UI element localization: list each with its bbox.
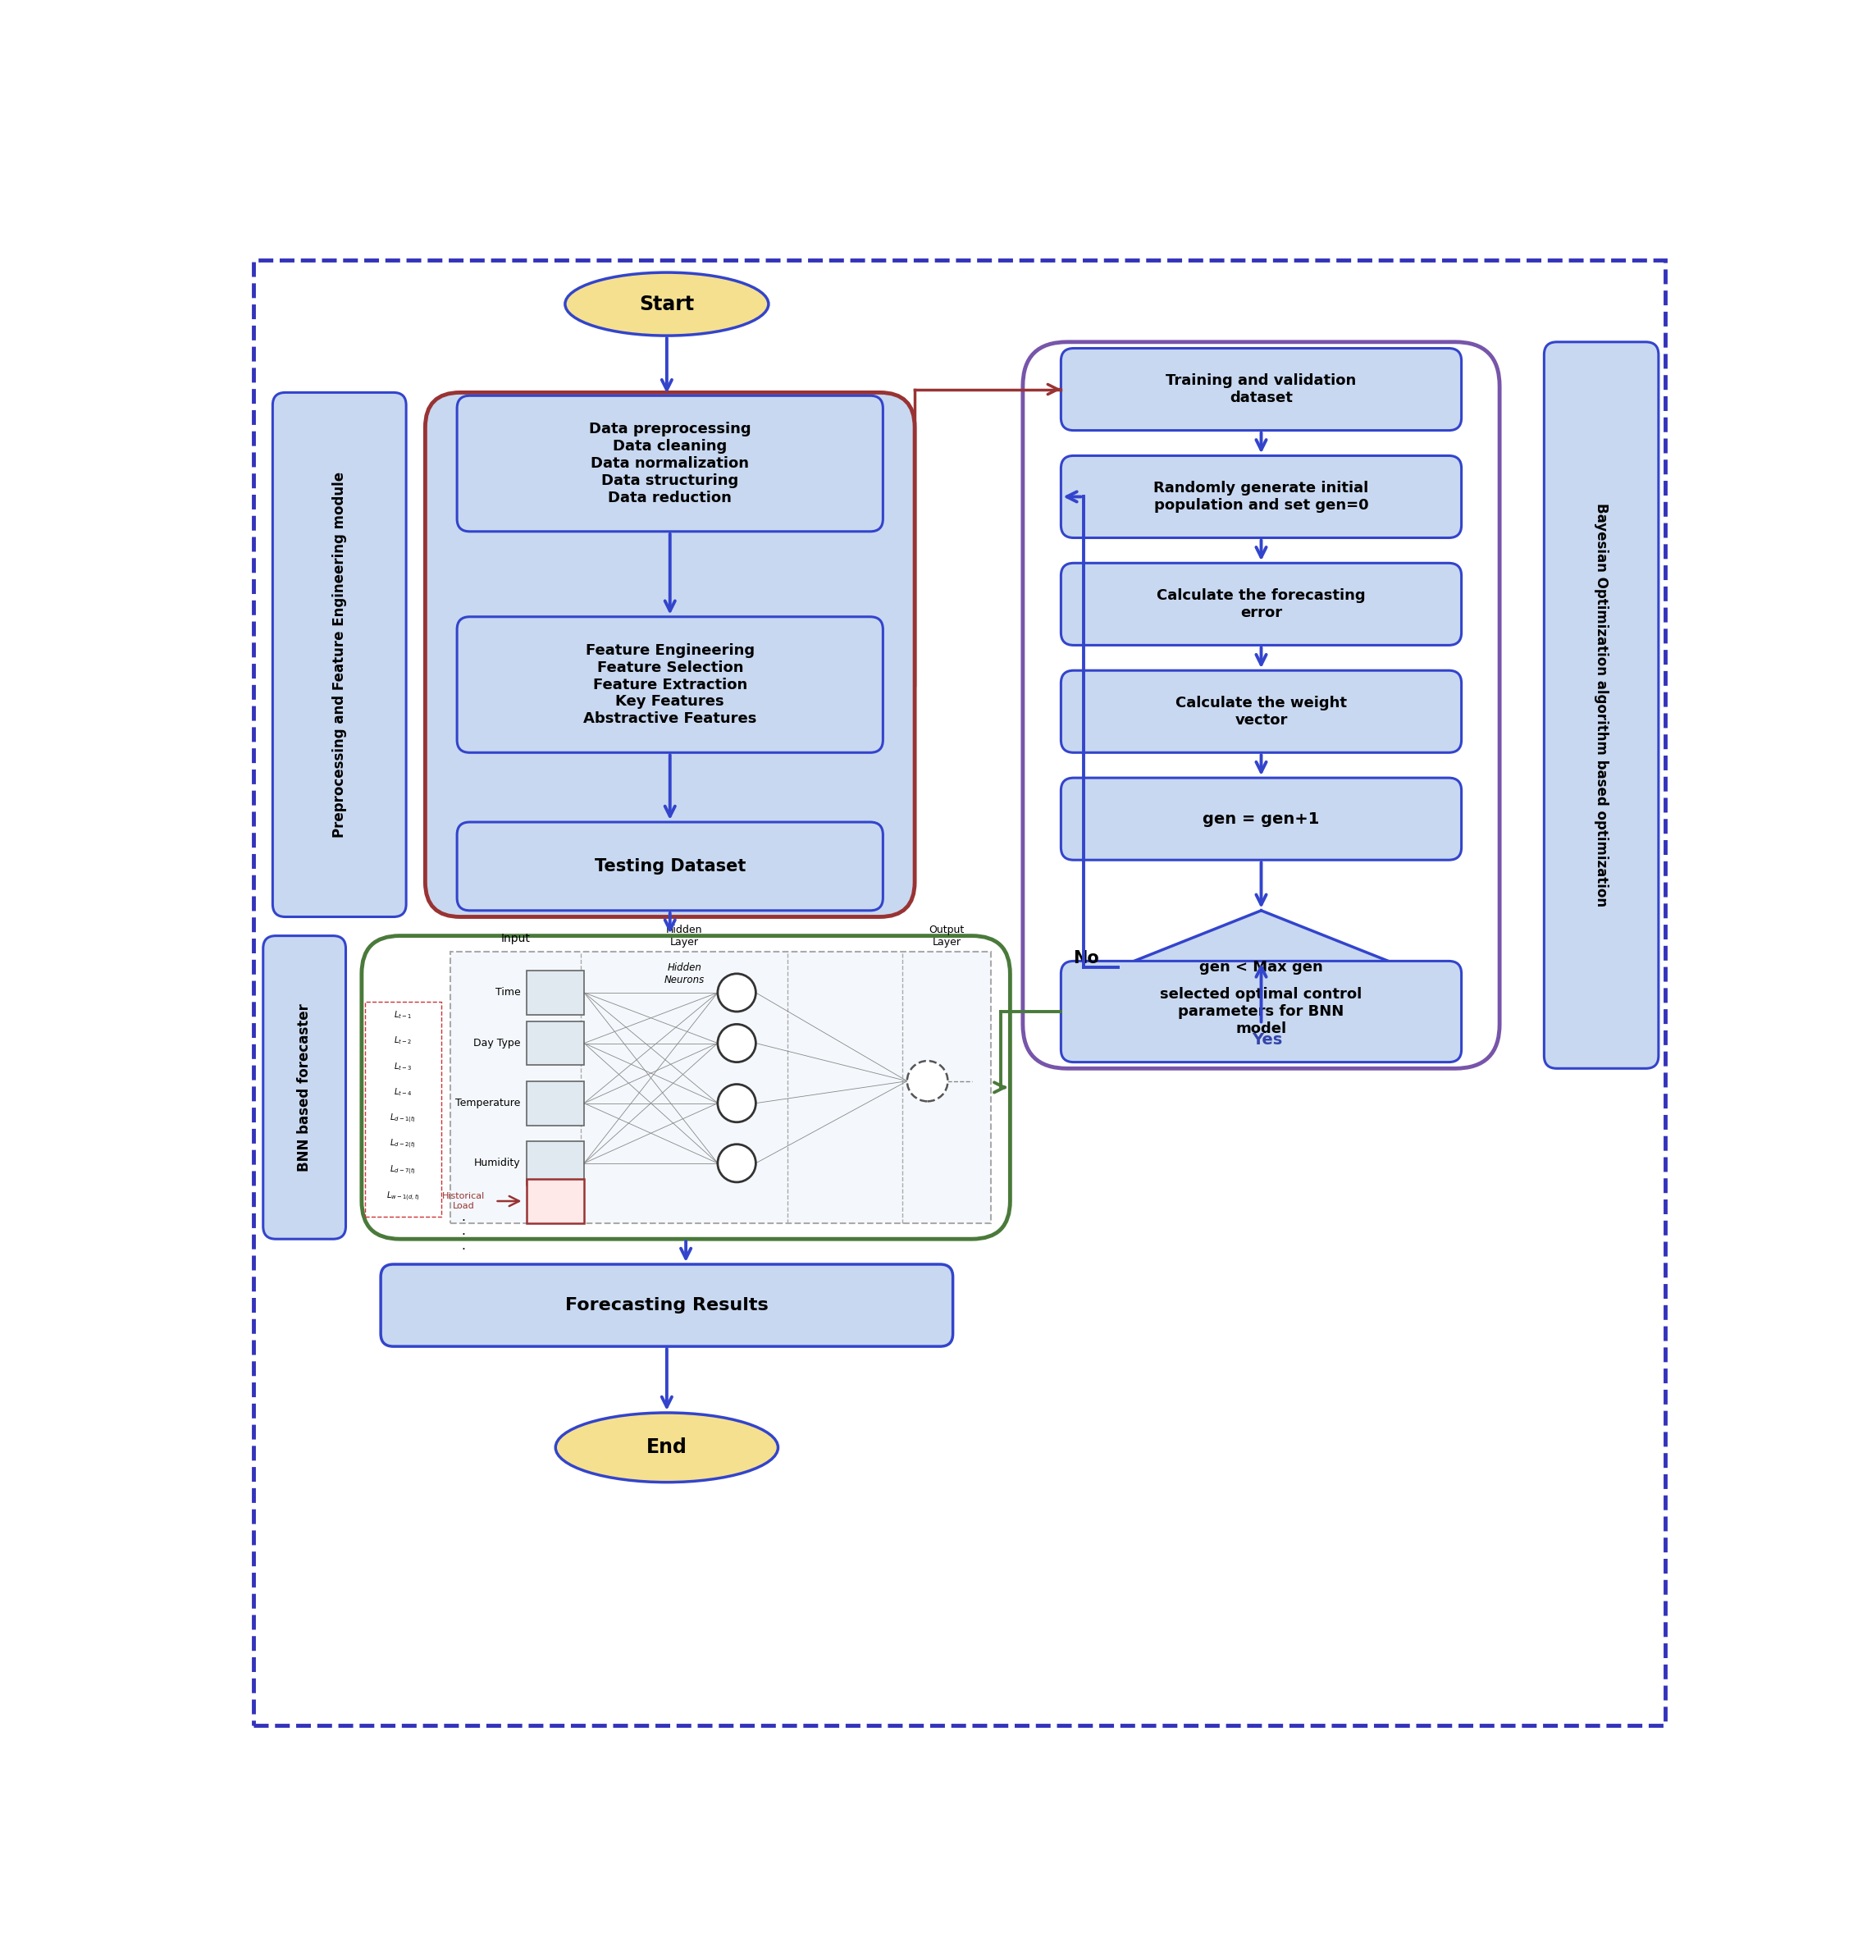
Polygon shape: [1118, 911, 1405, 1025]
Text: No: No: [1073, 951, 1099, 966]
FancyBboxPatch shape: [450, 953, 991, 1223]
FancyBboxPatch shape: [1062, 349, 1461, 431]
Circle shape: [908, 1060, 947, 1102]
Text: Humidity: Humidity: [475, 1158, 520, 1168]
Text: Bayesian Optimization algorithm based optimization: Bayesian Optimization algorithm based op…: [1595, 504, 1610, 907]
FancyBboxPatch shape: [381, 1264, 953, 1347]
Circle shape: [719, 974, 756, 1011]
FancyBboxPatch shape: [272, 392, 405, 917]
Text: Calculate the weight
vector: Calculate the weight vector: [1176, 696, 1347, 727]
Text: Calculate the forecasting
error: Calculate the forecasting error: [1157, 588, 1366, 619]
Text: $L_{t-3}$: $L_{t-3}$: [394, 1060, 413, 1072]
Circle shape: [719, 1145, 756, 1182]
Text: Forecasting Results: Forecasting Results: [565, 1298, 769, 1313]
FancyBboxPatch shape: [1544, 341, 1658, 1068]
Ellipse shape: [555, 1413, 779, 1482]
Text: End: End: [647, 1437, 687, 1458]
Circle shape: [719, 1084, 756, 1123]
Text: $L_{d-1(t)}$: $L_{d-1(t)}$: [390, 1111, 416, 1125]
Text: BNN based forecaster: BNN based forecaster: [296, 1004, 311, 1172]
Ellipse shape: [565, 272, 769, 335]
Text: $L_{t-1}$: $L_{t-1}$: [394, 1009, 413, 1021]
FancyBboxPatch shape: [1022, 341, 1499, 1068]
FancyBboxPatch shape: [253, 261, 1664, 1725]
Text: gen < Max gen: gen < Max gen: [1199, 960, 1323, 974]
Text: $L_{d-7(t)}$: $L_{d-7(t)}$: [390, 1164, 416, 1176]
Text: Preprocessing and Feature Engineering module: Preprocessing and Feature Engineering mo…: [332, 472, 347, 837]
Text: Start: Start: [640, 294, 694, 314]
Text: Temperature: Temperature: [456, 1098, 520, 1109]
Text: Feature Engineering
Feature Selection
Feature Extraction
Key Features
Abstractiv: Feature Engineering Feature Selection Fe…: [583, 643, 756, 727]
Text: Input: Input: [501, 933, 531, 945]
Text: Yes: Yes: [1253, 1033, 1283, 1049]
FancyBboxPatch shape: [527, 1082, 583, 1125]
FancyBboxPatch shape: [364, 1002, 441, 1217]
Text: selected optimal control
parameters for BNN
model: selected optimal control parameters for …: [1159, 988, 1362, 1037]
FancyBboxPatch shape: [1062, 670, 1461, 753]
Text: $L_{w-1(d,t)}$: $L_{w-1(d,t)}$: [386, 1190, 420, 1201]
Text: .
.
.: . . .: [461, 1211, 465, 1252]
Text: $L_{t-4}$: $L_{t-4}$: [394, 1086, 413, 1098]
FancyBboxPatch shape: [1062, 455, 1461, 537]
FancyBboxPatch shape: [263, 935, 345, 1239]
FancyBboxPatch shape: [458, 617, 884, 753]
Text: Randomly generate initial
population and set gen=0: Randomly generate initial population and…: [1154, 480, 1369, 514]
Text: gen = gen+1: gen = gen+1: [1203, 811, 1319, 827]
Text: Output
Layer: Output Layer: [929, 925, 964, 947]
FancyBboxPatch shape: [362, 935, 1009, 1239]
Text: Hidden
Layer: Hidden Layer: [666, 925, 702, 947]
Circle shape: [719, 1025, 756, 1062]
Text: Testing Dataset: Testing Dataset: [595, 858, 745, 874]
FancyBboxPatch shape: [527, 1180, 583, 1223]
FancyBboxPatch shape: [527, 1141, 583, 1186]
Text: $L_{t-2}$: $L_{t-2}$: [394, 1035, 413, 1047]
FancyBboxPatch shape: [527, 970, 583, 1015]
Text: Data preprocessing
Data cleaning
Data normalization
Data structuring
Data reduct: Data preprocessing Data cleaning Data no…: [589, 421, 750, 506]
FancyBboxPatch shape: [1062, 778, 1461, 860]
Text: Training and validation
dataset: Training and validation dataset: [1167, 374, 1356, 406]
Text: Time: Time: [495, 988, 520, 998]
FancyBboxPatch shape: [426, 392, 915, 917]
FancyBboxPatch shape: [1062, 960, 1461, 1062]
Text: Hidden
Neurons: Hidden Neurons: [664, 962, 705, 986]
FancyBboxPatch shape: [527, 1021, 583, 1066]
Text: Historical
Load: Historical Load: [443, 1192, 484, 1209]
FancyBboxPatch shape: [458, 821, 884, 911]
Text: Day Type: Day Type: [473, 1039, 520, 1049]
FancyBboxPatch shape: [458, 396, 884, 531]
FancyBboxPatch shape: [1062, 563, 1461, 645]
Text: $L_{d-2(t)}$: $L_{d-2(t)}$: [390, 1139, 416, 1151]
